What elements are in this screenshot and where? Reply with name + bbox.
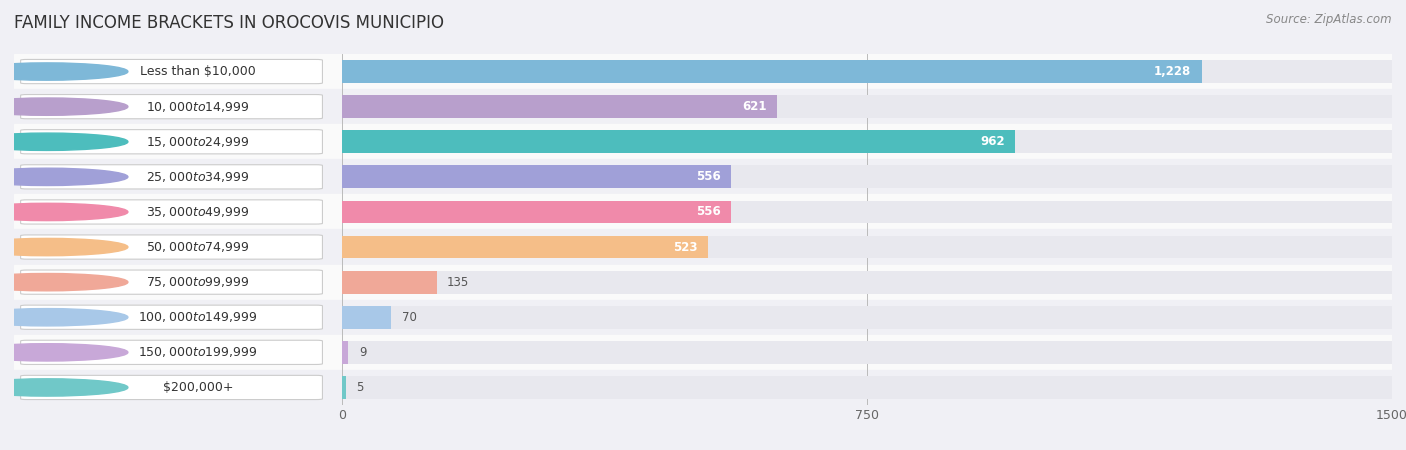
Text: Less than $10,000: Less than $10,000 [141,65,256,78]
FancyBboxPatch shape [21,270,322,294]
Bar [14,300,342,335]
Bar [14,335,342,370]
Text: 556: 556 [696,171,721,183]
Bar [342,341,1392,364]
Text: $75,000 to $99,999: $75,000 to $99,999 [146,275,249,289]
FancyBboxPatch shape [21,375,322,400]
Text: FAMILY INCOME BRACKETS IN OROCOVIS MUNICIPIO: FAMILY INCOME BRACKETS IN OROCOVIS MUNIC… [14,14,444,32]
Text: 962: 962 [980,135,1005,148]
Text: 9: 9 [359,346,367,359]
Bar [14,265,342,300]
Text: $25,000 to $34,999: $25,000 to $34,999 [146,170,249,184]
Circle shape [0,98,128,115]
Bar [342,341,349,364]
Text: $10,000 to $14,999: $10,000 to $14,999 [146,99,249,114]
Bar [342,271,437,293]
Bar [14,159,342,194]
Bar [342,271,1392,293]
Bar [342,376,1392,399]
Bar [342,335,1392,370]
Bar [342,159,1392,194]
Bar [342,306,391,328]
Circle shape [0,133,128,150]
Circle shape [0,238,128,256]
Bar [342,194,1392,230]
FancyBboxPatch shape [21,165,322,189]
Bar [14,89,342,124]
Bar [342,230,1392,265]
Bar [14,54,342,89]
FancyBboxPatch shape [21,59,322,84]
Circle shape [0,63,128,80]
Bar [342,95,776,118]
FancyBboxPatch shape [21,200,322,224]
Text: 621: 621 [742,100,766,113]
Text: 523: 523 [673,241,697,253]
Text: $200,000+: $200,000+ [163,381,233,394]
Bar [342,166,731,188]
Bar [342,236,709,258]
Bar [342,130,1392,153]
Bar [342,201,1392,223]
Bar [14,370,342,405]
Bar [342,306,1392,328]
FancyBboxPatch shape [21,235,322,259]
Text: 135: 135 [447,276,470,288]
Text: $100,000 to $149,999: $100,000 to $149,999 [138,310,257,324]
Bar [14,124,342,159]
Text: $15,000 to $24,999: $15,000 to $24,999 [146,135,249,149]
FancyBboxPatch shape [21,130,322,154]
Bar [342,60,1392,83]
Bar [342,60,1202,83]
Bar [342,265,1392,300]
Bar [342,300,1392,335]
Bar [14,194,342,230]
Bar [14,230,342,265]
Bar [342,166,1392,188]
FancyBboxPatch shape [21,305,322,329]
Text: $35,000 to $49,999: $35,000 to $49,999 [146,205,249,219]
Text: 1,228: 1,228 [1154,65,1191,78]
Text: Source: ZipAtlas.com: Source: ZipAtlas.com [1267,14,1392,27]
Bar [342,54,1392,89]
Bar [342,130,1015,153]
Bar [342,124,1392,159]
Circle shape [0,309,128,326]
FancyBboxPatch shape [21,340,322,364]
Text: 70: 70 [402,311,416,324]
Text: 556: 556 [696,206,721,218]
Circle shape [0,379,128,396]
Circle shape [0,203,128,220]
Text: $150,000 to $199,999: $150,000 to $199,999 [138,345,257,360]
Bar [342,89,1392,124]
Circle shape [0,168,128,185]
Text: $50,000 to $74,999: $50,000 to $74,999 [146,240,249,254]
Bar [342,370,1392,405]
Circle shape [0,274,128,291]
Bar [342,236,1392,258]
Text: 5: 5 [356,381,364,394]
Bar [342,376,346,399]
Bar [342,201,731,223]
FancyBboxPatch shape [21,94,322,119]
Bar [342,95,1392,118]
Circle shape [0,344,128,361]
